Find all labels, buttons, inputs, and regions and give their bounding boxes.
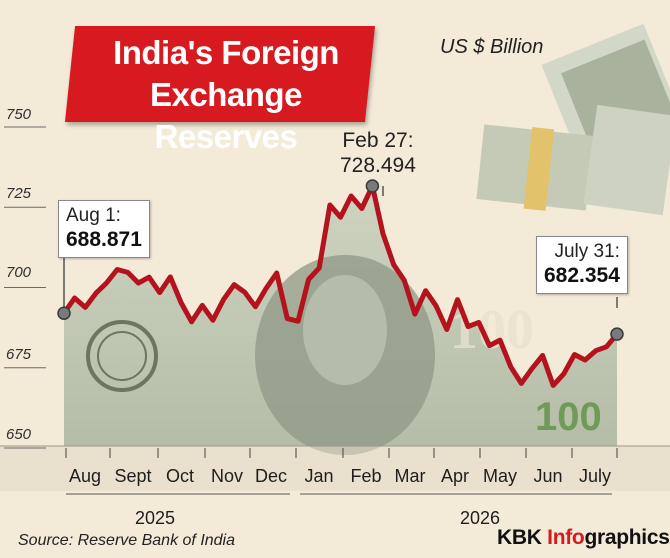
brand-suffix: graphics <box>584 526 670 549</box>
marker-end <box>610 327 624 341</box>
callout-start: Aug 1: 688.871 <box>58 200 150 258</box>
y-tick-650: 650 <box>6 426 32 443</box>
x-label-jun: Jun <box>533 466 563 486</box>
x-label-may: May <box>482 466 518 486</box>
callout-end-date: July 31: <box>554 241 620 262</box>
brand-prefix: KBK <box>497 526 542 549</box>
title-line-1: India's Foreign <box>113 34 339 71</box>
brand-logo: KBK Infographics <box>497 526 670 550</box>
source-note: Source: Reserve Bank of India <box>18 532 236 549</box>
y-tick-700: 700 <box>6 264 32 281</box>
y-tick-725: 725 <box>6 185 32 202</box>
x-label-mar: Mar <box>394 466 426 486</box>
x-year-2026: 2026 <box>459 508 501 528</box>
x-label-sept: Sept <box>114 466 152 486</box>
callout-peak: Feb 27: 728.494 <box>340 128 416 178</box>
svg-text:100: 100 <box>535 395 602 439</box>
unit-label: US $ Billion <box>440 36 544 58</box>
x-label-nov: Nov <box>210 466 244 486</box>
x-label-oct: Oct <box>165 466 195 486</box>
callout-peak-value: 728.494 <box>340 154 416 178</box>
x-year-2025: 2025 <box>134 508 176 528</box>
series-line <box>61 183 620 388</box>
brand-highlight: Info <box>547 526 585 549</box>
callout-start-value: 688.871 <box>66 228 142 252</box>
x-label-jan: Jan <box>304 466 334 486</box>
y-tick-675: 675 <box>6 346 32 363</box>
marker-peak <box>365 179 380 193</box>
y-tick-750: 750 <box>6 106 32 123</box>
x-label-dec: Dec <box>254 466 288 486</box>
x-label-apr: Apr <box>440 466 470 486</box>
callout-start-date: Aug 1: <box>66 205 121 226</box>
callout-peak-date: Feb 27: <box>342 129 414 152</box>
callout-end: July 31: 682.354 <box>536 236 628 294</box>
marker-start <box>57 306 71 320</box>
x-label-july: July <box>578 466 612 486</box>
x-label-feb: Feb <box>350 466 382 486</box>
title-line-2: Exchange Reserves <box>150 76 302 155</box>
x-label-aug: Aug <box>68 466 102 486</box>
callout-end-value: 682.354 <box>544 264 620 288</box>
money-stack-icon <box>476 23 670 216</box>
